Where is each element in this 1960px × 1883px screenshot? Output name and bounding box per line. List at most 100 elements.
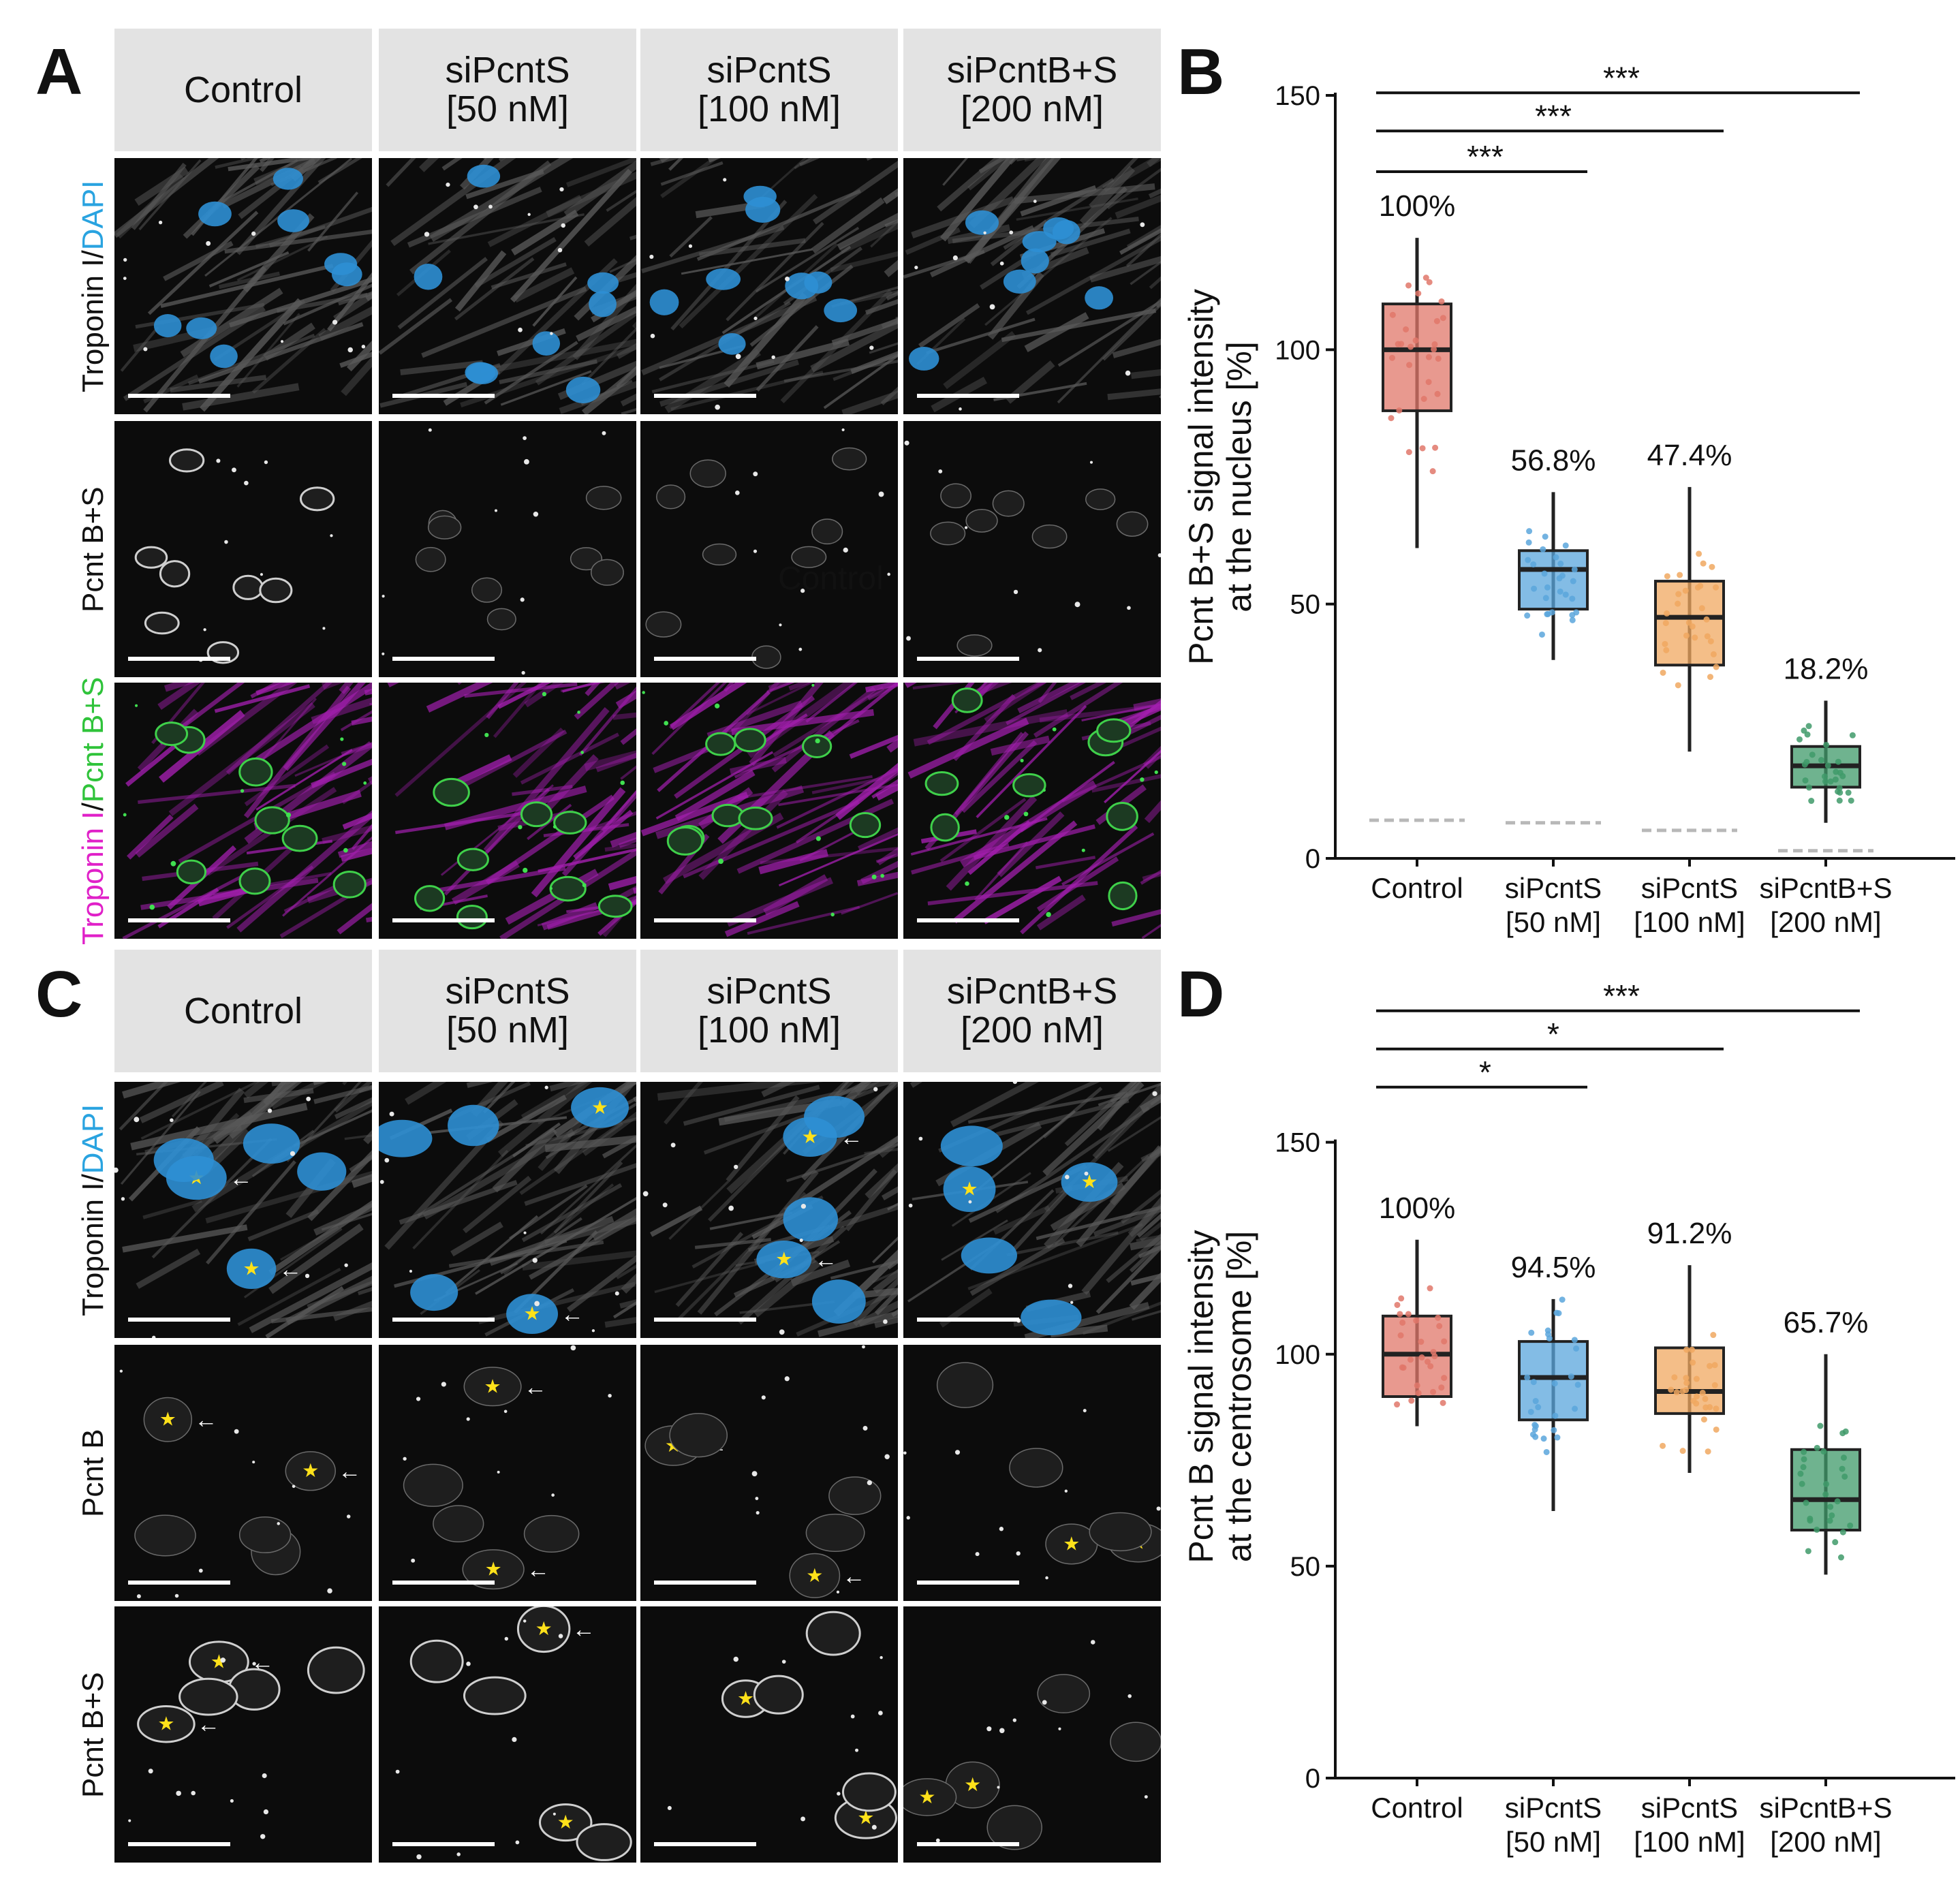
data-point [1526,528,1533,535]
fiber-texture [833,353,898,382]
nucleus [930,521,966,546]
data-point [1440,1399,1446,1406]
scale-bar [654,1318,756,1322]
nucleus [273,168,303,190]
speckle [148,1769,153,1774]
fiber-texture [761,1082,796,1098]
speckle [779,1329,785,1335]
fiber-texture [524,1163,636,1207]
data-point [1414,1382,1420,1389]
data-point [1540,1435,1547,1442]
box [1654,1346,1725,1415]
scale-bar [128,1842,230,1846]
data-point [1524,612,1531,619]
data-point [1710,651,1717,657]
nucleus [718,333,746,355]
speckle [799,1239,803,1243]
speckle [379,1180,384,1184]
data-point [1570,578,1576,585]
speckle [1065,1174,1070,1179]
fiber-texture [837,1082,870,1098]
fiber-texture [474,236,557,288]
fiber-texture [367,776,372,785]
data-point [1407,343,1414,350]
y-tick-label: 0 [1305,844,1320,874]
micrograph-cell [903,683,1161,939]
nucleus [410,1274,458,1311]
scale-bar [654,657,756,661]
nucleus [849,811,882,839]
nucleus [645,611,682,638]
fiber-texture [249,1262,372,1333]
scale-bar [392,1318,495,1322]
data-point [1438,298,1445,305]
speckle [580,751,584,754]
speckle [968,1200,972,1204]
data-point [1405,282,1412,289]
speckle [260,573,264,576]
speckle [143,347,148,352]
speckle [904,440,909,446]
data-point [1573,1345,1580,1352]
fiber-texture [668,158,684,171]
overlay-text: Control [778,561,884,597]
row-label: Pcnt B+S [76,1672,110,1798]
x-tick-label: siPcntS [1641,1792,1738,1824]
speckle [591,1329,595,1333]
fiber-texture [597,898,636,936]
data-point [1690,1359,1696,1366]
speckle [938,469,943,473]
nucleus [232,574,264,600]
speckle [220,1658,225,1663]
speckle [332,320,338,325]
fiber-texture [839,222,898,254]
speckle [456,1852,461,1856]
fiber-texture [590,292,636,315]
nucleus [791,546,827,568]
fiber-texture [810,320,898,373]
speckle [1046,912,1051,918]
fiber-texture [869,342,898,354]
speckle [344,1263,348,1267]
speckle [416,1854,422,1860]
fiber-texture [616,366,636,388]
fiber-texture [263,322,315,361]
nucleus [745,196,781,223]
fiber-texture [857,1300,898,1327]
fiber-texture [839,1082,872,1108]
speckle [602,431,606,435]
data-point [1426,279,1433,285]
speckle [1083,1409,1087,1413]
speckle [263,1809,269,1815]
nucleus [137,1705,196,1743]
nucleus [159,560,191,588]
speckle [688,244,693,248]
fiber-texture [170,375,267,393]
speckle [252,1461,255,1464]
data-point [1425,379,1432,386]
scale-bar [654,918,756,922]
nucleus [753,1675,804,1715]
column-header: siPcntS [100 nM] [640,29,898,151]
data-point [1572,1405,1578,1412]
data-point [1441,1338,1448,1345]
fiber-texture [729,756,787,775]
fiber-texture [540,1144,636,1235]
fiber-texture [135,803,199,858]
speckle [342,762,347,766]
speckle [264,460,268,465]
fiber-texture [1104,749,1161,804]
fiber-texture [608,875,636,890]
fiber-texture [560,683,606,693]
fiber-texture [602,790,636,832]
speckle [251,231,256,236]
data-point [1849,732,1856,738]
nucleus [486,608,516,631]
fiber-texture [520,1082,589,1121]
panel-d-boxplot: 0 50 100 150 Pcnt B signal intensity at the c… [1182,978,1955,1858]
fiber-texture [397,257,488,330]
fiber-texture [747,683,856,758]
speckle [582,883,587,888]
fiber-texture [747,905,860,935]
micrograph-cell [379,421,636,677]
